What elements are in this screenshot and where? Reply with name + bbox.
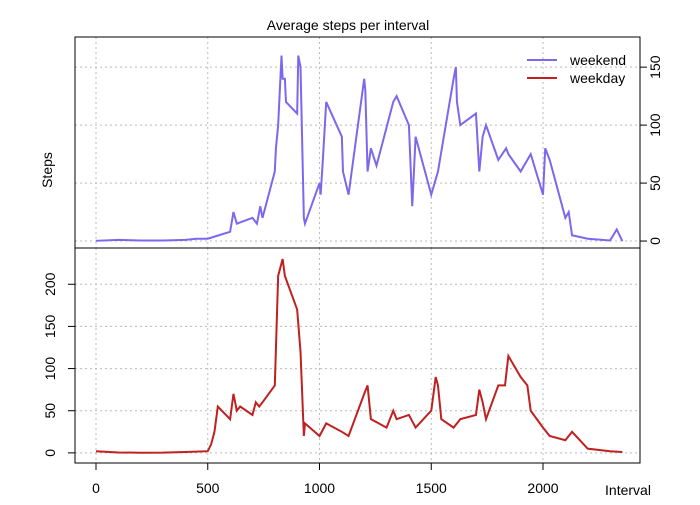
- x-tick-label: 0: [92, 480, 100, 496]
- y-tick-label: 100: [647, 113, 663, 137]
- x-tick-label: 1500: [416, 480, 447, 496]
- y-tick-label: 50: [647, 175, 663, 191]
- y-tick-label: 200: [42, 272, 58, 296]
- y-tick-label: 150: [647, 55, 663, 79]
- y-tick-label: 100: [42, 357, 58, 381]
- panel-frame: [74, 247, 641, 464]
- y-tick-label: 0: [42, 449, 58, 457]
- series-line: [95, 55, 624, 242]
- x-tick-label: 1000: [304, 480, 335, 496]
- x-axis-label: Interval: [605, 482, 651, 498]
- legend-label: weekend: [569, 52, 626, 68]
- y-tick-label: 0: [647, 237, 663, 245]
- chart-title: Average steps per interval: [267, 17, 429, 33]
- y-tick-label: 50: [42, 403, 58, 419]
- x-tick-label: 500: [196, 480, 220, 496]
- series-line: [95, 258, 623, 454]
- y-axis-label: Steps: [39, 152, 55, 188]
- x-tick-label: 2000: [527, 480, 558, 496]
- y-tick-label: 150: [42, 315, 58, 339]
- legend-label: weekday: [569, 70, 625, 86]
